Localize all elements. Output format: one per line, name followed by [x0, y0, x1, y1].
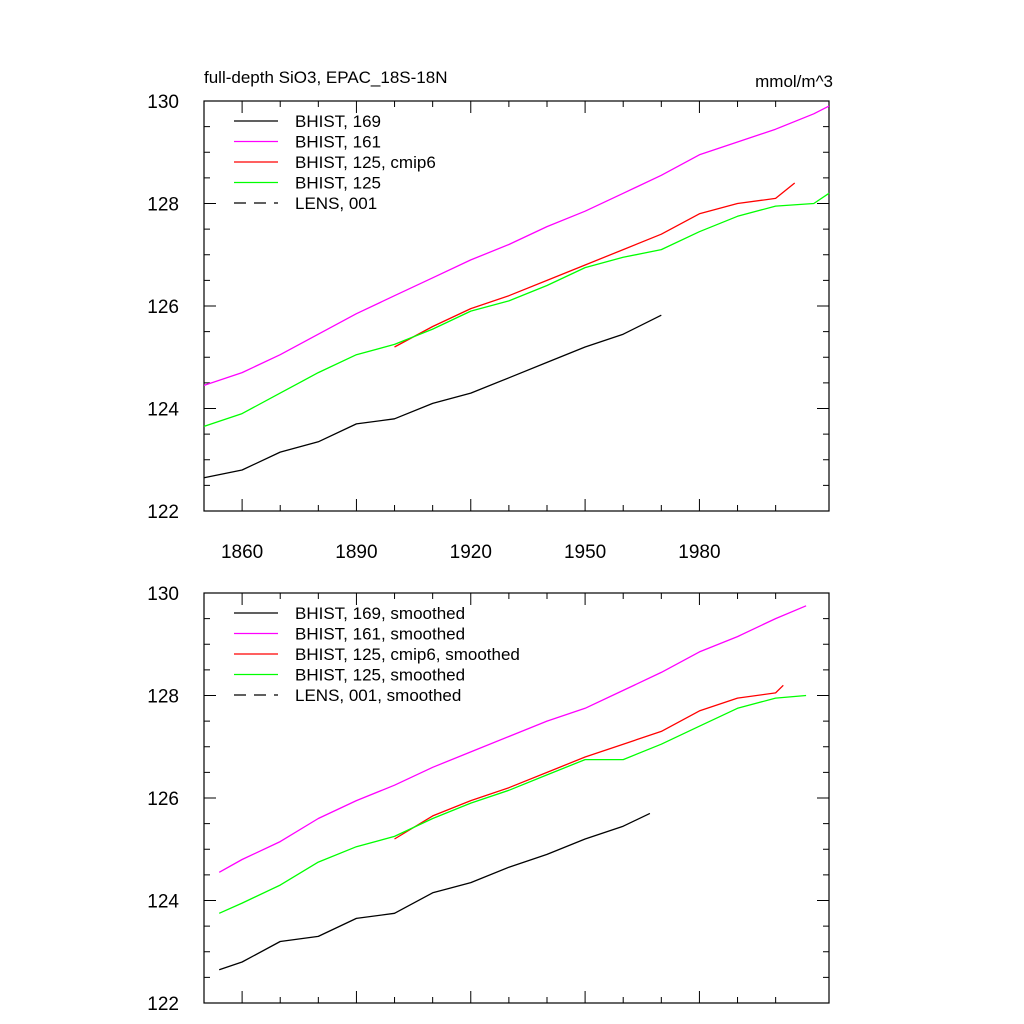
x-tick-label: 1890	[335, 542, 377, 563]
legend-label: BHIST, 169	[295, 112, 381, 131]
legend-label: BHIST, 125	[295, 174, 381, 193]
x-tick-label: 1860	[221, 542, 263, 563]
series-line	[394, 684, 784, 840]
y-tick-label: 124	[147, 892, 179, 913]
legend-label: LENS, 001	[295, 194, 377, 213]
legend-label: BHIST, 169, smoothed	[295, 604, 465, 623]
y-tick-label: 122	[147, 994, 179, 1015]
y-tick-label: 122	[147, 502, 179, 523]
x-tick-label: 1950	[564, 542, 606, 563]
legend-label: BHIST, 125, cmip6, smoothed	[295, 645, 520, 664]
plot-frame	[203, 592, 830, 1004]
series-line	[218, 812, 651, 971]
legend-label: BHIST, 125, cmip6	[295, 153, 436, 172]
legend-label: BHIST, 125, smoothed	[295, 666, 465, 685]
y-tick-label: 126	[147, 297, 179, 318]
series-line	[203, 314, 662, 479]
y-tick-label: 124	[147, 400, 179, 421]
series-line	[218, 605, 807, 873]
legend-label: LENS, 001, smoothed	[295, 686, 461, 705]
series-line	[203, 192, 830, 428]
units-label: mmol/m^3	[755, 72, 833, 91]
legend-label: BHIST, 161	[295, 133, 381, 152]
plot-frame	[203, 100, 830, 512]
top-panel: full-depth SiO3, EPAC_18S-18N mmol/m^3 122…	[147, 68, 833, 563]
chart-title: full-depth SiO3, EPAC_18S-18N	[204, 68, 447, 87]
series-line	[203, 105, 830, 387]
series-line	[394, 182, 796, 348]
legend-label: BHIST, 161, smoothed	[295, 625, 465, 644]
y-tick-label: 128	[147, 687, 179, 708]
y-tick-label: 130	[147, 92, 179, 113]
y-tick-label: 126	[147, 789, 179, 810]
bottom-panel: 122 124 126 128 130 BHIST, 169, smoothed BHIST…	[147, 584, 830, 1015]
series-line	[218, 694, 807, 914]
x-tick-label: 1980	[678, 542, 720, 563]
y-tick-label: 128	[147, 195, 179, 216]
x-tick-label: 1920	[450, 542, 492, 563]
y-tick-label: 130	[147, 584, 179, 605]
